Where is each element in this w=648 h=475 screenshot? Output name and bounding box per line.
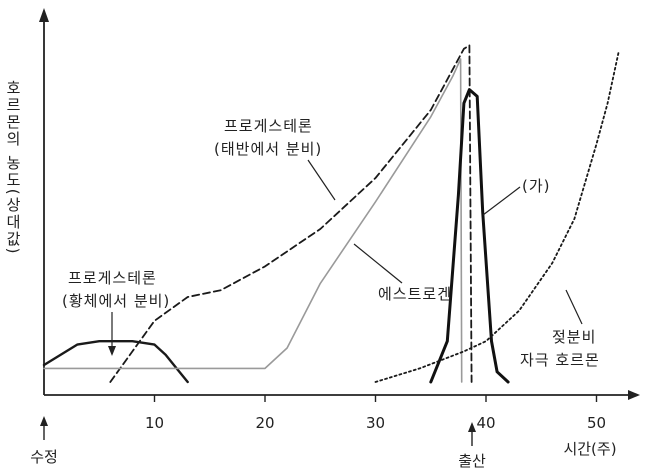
x-ticks: 10 20 30 40 50 [145, 395, 606, 432]
x-tick-label-10: 10 [145, 414, 164, 432]
x-tick-label-30: 30 [366, 414, 385, 432]
leader-progesterone-placenta [307, 159, 336, 201]
y-axis-arrow [39, 8, 49, 22]
x-tick-label-20: 20 [255, 414, 274, 432]
annotations: 프로게스테론 (황체에서 분비) 프로게스테론 (태반에서 분비) 에스트로겐 … [30, 117, 616, 470]
x-tick-label-40: 40 [476, 414, 495, 432]
label-estrogen: 에스트로겐 [378, 285, 452, 303]
label-progesterone-placenta-2: (태반에서 분비) [214, 140, 322, 158]
event-label-fertilization: 수정 [30, 448, 58, 466]
series-line-2 [43, 58, 463, 383]
leader-prolactin [565, 289, 583, 325]
series-line-1 [109, 44, 473, 383]
y-axis-label: 호르몬의 농도(상대값) [4, 80, 22, 256]
axes [39, 8, 640, 400]
x-axis-label: 시간(주) [563, 440, 616, 458]
x-axis-arrow [628, 390, 640, 400]
series-line-0 [42, 340, 189, 384]
event-label-birth: 출산 [458, 452, 486, 470]
series-lines [42, 44, 620, 384]
label-ga: (가) [522, 177, 551, 195]
event-arrowhead-birth [468, 422, 476, 432]
label-prolactin-2: 자극 호르몬 [520, 351, 600, 369]
series-line-3 [429, 88, 510, 384]
leader-estrogen [353, 243, 403, 284]
series-line-4 [374, 51, 620, 383]
label-progesterone-corpus-1: 프로게스테론 [68, 269, 157, 287]
x-tick-label-50: 50 [587, 414, 606, 432]
leader-arrow-progesterone-corpus [108, 346, 116, 356]
event-arrowhead-fertilization [40, 416, 48, 426]
label-progesterone-placenta-1: 프로게스테론 [224, 117, 313, 135]
label-progesterone-corpus-2: (황체에서 분비) [62, 292, 170, 310]
leader-ga [482, 186, 521, 216]
label-prolactin-1: 젖분비 [552, 328, 596, 346]
